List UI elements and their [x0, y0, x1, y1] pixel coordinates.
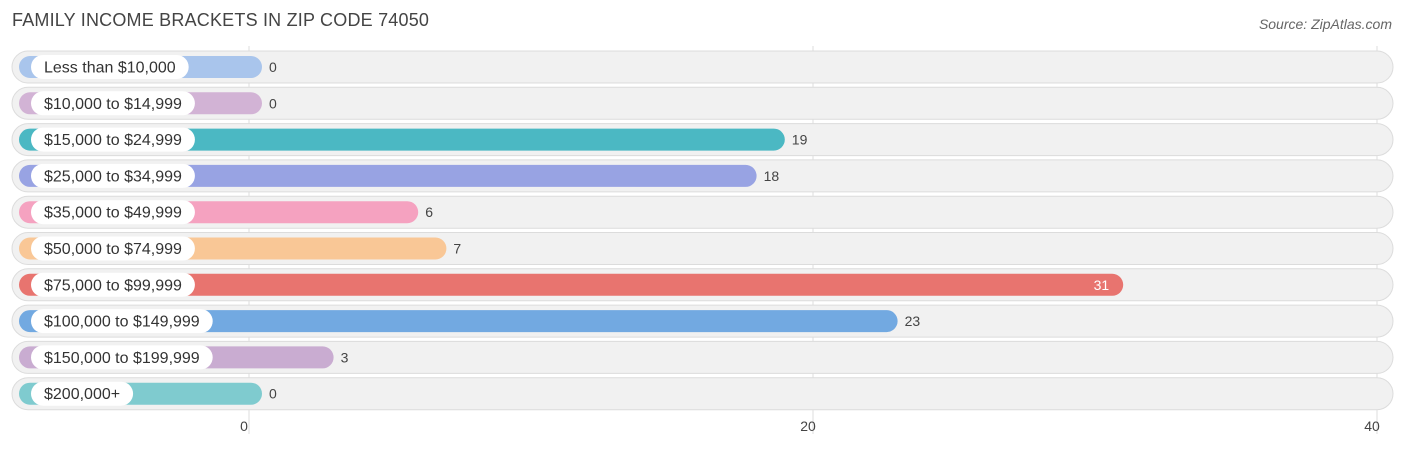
category-label: $100,000 to $149,999	[44, 314, 200, 331]
category-label: $35,000 to $49,999	[44, 205, 182, 222]
value-label: 0	[269, 59, 277, 75]
category-pill	[31, 163, 195, 188]
bar	[19, 128, 785, 151]
x-tick-label: 40	[1364, 418, 1380, 434]
bar	[19, 164, 757, 187]
category-label: $10,000 to $14,999	[44, 96, 182, 113]
bar-row: $75,000 to $99,999 31	[11, 268, 1394, 302]
category-pill	[31, 127, 195, 152]
row-background	[11, 377, 1394, 411]
category-pill	[31, 200, 195, 225]
value-label: 7	[453, 241, 461, 257]
value-label: 31	[1094, 277, 1110, 293]
category-label: $75,000 to $99,999	[44, 277, 182, 294]
bar-row: $200,000+ 0	[11, 377, 1394, 411]
value-label: 23	[905, 313, 921, 329]
bar-row: $150,000 to $199,999 3	[11, 340, 1394, 374]
x-axis-ticks: 0 20 40	[240, 418, 1380, 434]
category-label: Less than $10,000	[44, 60, 176, 77]
category-pill	[31, 345, 213, 370]
category-pill	[31, 381, 134, 406]
source-credit: Source: ZipAtlas.com	[1258, 16, 1392, 32]
bar-row: $25,000 to $34,999 18	[11, 159, 1394, 193]
value-label: 18	[764, 168, 780, 184]
chart-title: FAMILY INCOME BRACKETS IN ZIP CODE 74050	[12, 10, 430, 30]
bar-row: $100,000 to $149,999 23	[11, 304, 1394, 338]
category-pill	[31, 272, 195, 297]
x-tick-label: 0	[240, 418, 248, 434]
category-label: $200,000+	[44, 386, 120, 403]
category-pill	[31, 309, 213, 334]
value-label: 19	[792, 132, 808, 148]
category-label: $25,000 to $34,999	[44, 168, 182, 185]
value-label: 0	[269, 95, 277, 111]
rows-layer: Less than $10,000 0 $10,000 to $14,999 0 $15…	[11, 50, 1394, 411]
category-pill	[31, 55, 189, 79]
category-label: $15,000 to $24,999	[44, 132, 182, 149]
bar-row: $35,000 to $49,999 6	[11, 195, 1394, 229]
row-background	[11, 50, 1394, 84]
x-tick-label: 20	[800, 418, 816, 434]
bar	[19, 273, 1124, 296]
value-label: 3	[341, 349, 349, 365]
category-pill	[31, 91, 195, 116]
category-label: $150,000 to $199,999	[44, 350, 200, 367]
value-label: 0	[269, 386, 277, 402]
bar-row: Less than $10,000 0	[11, 50, 1394, 84]
row-background	[11, 340, 1394, 374]
bar-row: $15,000 to $24,999 19	[11, 123, 1394, 157]
bar-row: $10,000 to $14,999 0	[11, 86, 1394, 120]
bar-row: $50,000 to $74,999 7	[11, 232, 1394, 265]
category-label: $50,000 to $74,999	[44, 241, 182, 258]
value-label: 6	[425, 204, 433, 220]
row-background	[11, 86, 1394, 120]
bar	[19, 310, 898, 333]
category-pill	[31, 236, 195, 261]
